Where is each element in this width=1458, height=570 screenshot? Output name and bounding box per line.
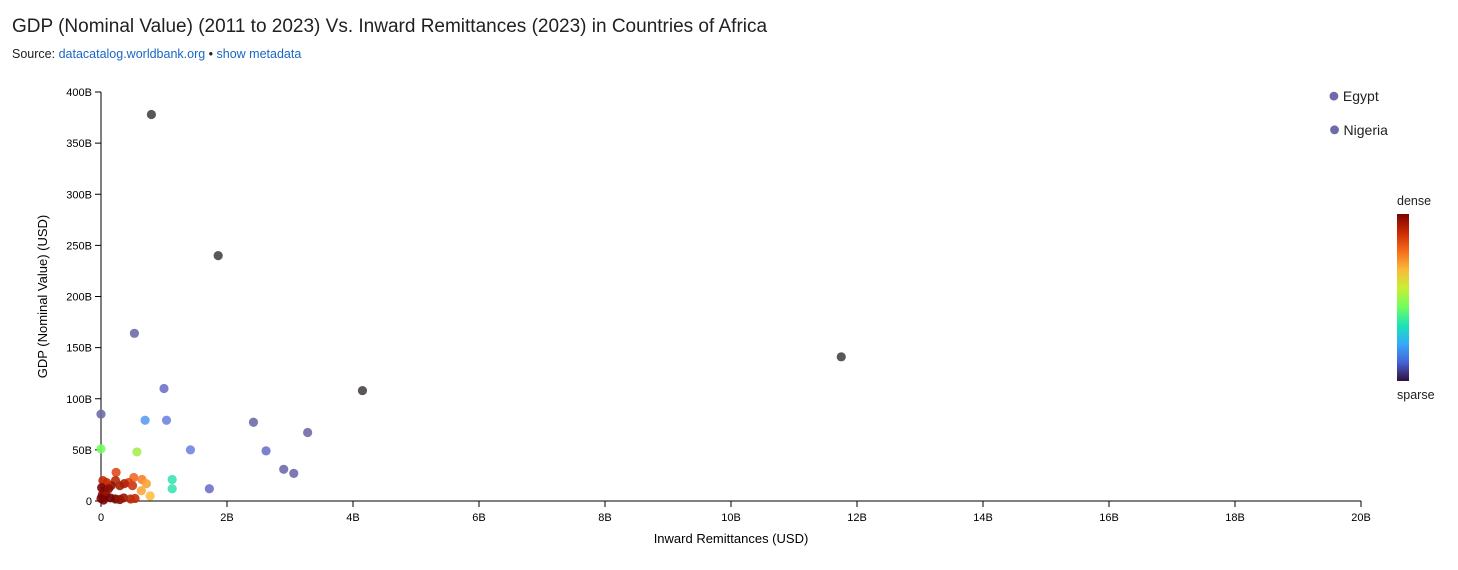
y-tick-label: 350B <box>66 138 92 150</box>
data-point[interactable] <box>129 328 139 338</box>
density-color-bar <box>1397 214 1409 381</box>
data-point[interactable] <box>279 464 289 474</box>
x-tick-label: 8B <box>598 512 611 524</box>
data-point[interactable] <box>136 486 146 496</box>
chart-title: GDP (Nominal Value) (2011 to 2023) Vs. I… <box>12 16 768 37</box>
show-metadata-link[interactable]: show metadata <box>216 47 302 61</box>
data-point[interactable] <box>103 484 114 494</box>
points-layer <box>96 109 846 505</box>
data-point[interactable] <box>98 475 108 486</box>
data-point[interactable] <box>146 109 156 120</box>
y-tick-label: 150B <box>66 343 92 355</box>
legend-label: Nigeria <box>1344 122 1389 138</box>
data-point[interactable] <box>145 491 155 501</box>
source-link[interactable]: datacatalog.worldbank.org <box>58 47 206 61</box>
y-tick-label: 250B <box>66 240 92 252</box>
source-line: Source: datacatalog.worldbank.org • show… <box>12 47 301 61</box>
density-legend: dense sparse <box>1397 194 1435 402</box>
density-label-dense: dense <box>1397 194 1431 208</box>
data-point[interactable] <box>130 493 140 504</box>
x-tick-label: 0 <box>98 512 104 524</box>
data-point[interactable] <box>141 479 151 489</box>
x-tick-label: 6B <box>472 512 485 524</box>
data-point[interactable] <box>836 352 846 362</box>
y-tick-label: 50B <box>72 445 92 457</box>
x-tick-label: 2B <box>220 512 233 524</box>
y-tick-label: 0 <box>86 496 92 508</box>
x-tick-label: 10B <box>721 512 741 524</box>
x-tick-label: 4B <box>346 512 359 524</box>
data-point[interactable] <box>96 444 106 454</box>
y-tick-label: 300B <box>66 189 92 201</box>
y-axis-label: GDP (Nominal Value) (USD) <box>35 215 50 379</box>
data-point[interactable] <box>111 467 121 477</box>
data-point[interactable] <box>140 415 150 425</box>
source-separator: • <box>205 47 217 61</box>
data-point[interactable] <box>289 468 299 478</box>
data-point[interactable] <box>119 493 129 503</box>
x-tick-label: 20B <box>1351 512 1371 524</box>
data-point[interactable] <box>261 446 271 456</box>
x-tick-label: 12B <box>847 512 867 524</box>
y-tick-label: 400B <box>66 87 92 99</box>
source-prefix: Source: <box>12 47 59 61</box>
data-point[interactable] <box>185 445 196 455</box>
data-point[interactable] <box>248 417 259 427</box>
data-point[interactable] <box>167 484 177 494</box>
axes-group: 0 2B 4B 6B 8B 10B 12B 14B 16B 18B 20B 0 50B 100B 150B 2… <box>35 87 1371 546</box>
legend-point[interactable] <box>1330 125 1339 135</box>
data-point[interactable] <box>96 493 106 504</box>
data-point[interactable] <box>303 427 313 438</box>
x-tick-label: 18B <box>1225 512 1245 524</box>
x-axis-label: Inward Remittances (USD) <box>654 531 809 546</box>
x-tick-label: 14B <box>973 512 993 524</box>
y-tick-label: 100B <box>66 394 92 406</box>
data-point[interactable] <box>159 383 169 394</box>
data-point[interactable] <box>161 415 172 425</box>
data-point[interactable] <box>357 385 368 396</box>
legend-label: Egypt <box>1343 88 1379 104</box>
density-label-sparse: sparse <box>1397 388 1435 402</box>
data-point[interactable] <box>204 484 214 494</box>
data-point[interactable] <box>132 447 142 457</box>
series-legend: Egypt Nigeria <box>1329 88 1389 138</box>
data-point[interactable] <box>96 409 106 419</box>
legend-point[interactable] <box>1329 91 1339 101</box>
x-tick-label: 16B <box>1099 512 1119 524</box>
data-point[interactable] <box>213 251 223 261</box>
y-tick-label: 200B <box>66 292 92 304</box>
data-point[interactable] <box>167 474 177 485</box>
